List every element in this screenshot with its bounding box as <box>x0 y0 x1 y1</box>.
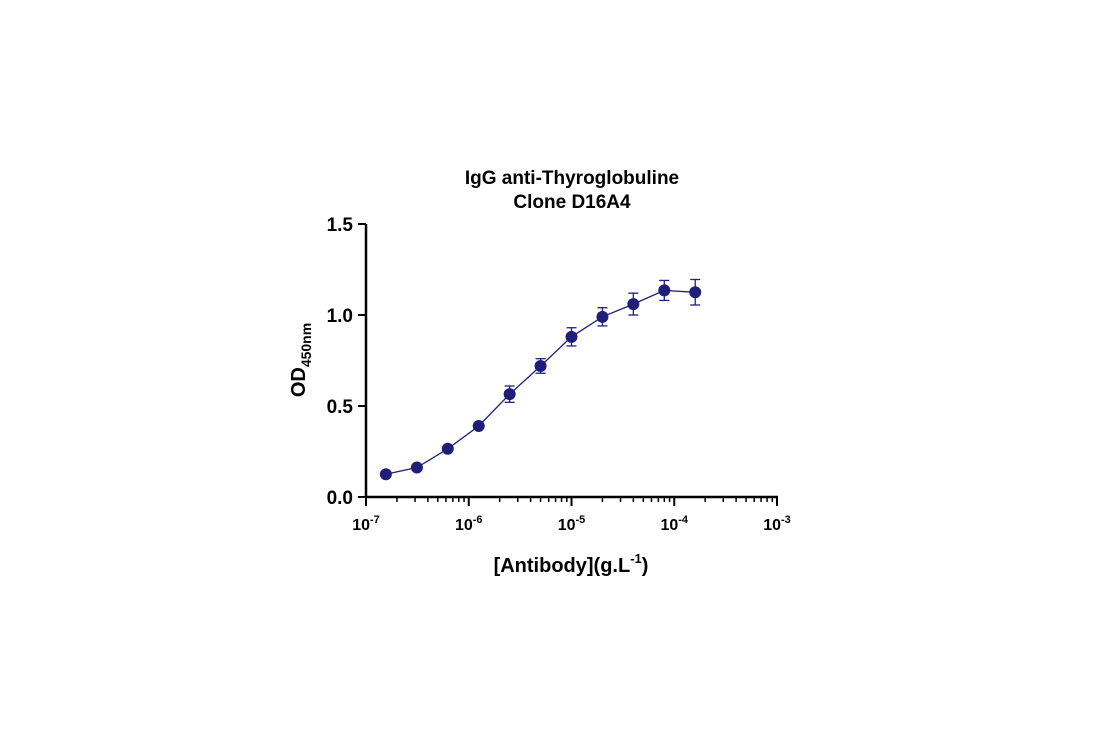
chart-title-line-2: Clone D16A4 <box>513 192 631 213</box>
y-axis-label-subscript: 450nm <box>298 323 314 367</box>
data-point <box>534 359 547 372</box>
data-point <box>503 388 516 401</box>
x-tick-label: 10-3 <box>763 514 791 534</box>
x-ticks: 10-7 10-6 10-5 10-4 10-3 <box>352 497 791 534</box>
y-tick-label: 1.5 <box>327 215 354 236</box>
y-axis-label-main: OD <box>288 367 310 397</box>
x-tick-label: 10-6 <box>455 514 483 534</box>
series-line <box>385 289 696 475</box>
chart-title-line-1: IgG anti-Thyroglobuline <box>464 168 680 189</box>
data-point <box>689 286 702 299</box>
data-point <box>472 420 485 433</box>
y-tick-label: 0.0 <box>327 488 353 509</box>
data-point <box>565 330 578 343</box>
data-point <box>441 442 454 455</box>
x-axis-label-superscript: -1 <box>630 551 642 566</box>
y-axis-label: OD450nm <box>288 323 314 397</box>
x-tick-label: 10-7 <box>352 514 380 534</box>
x-axis-label-suffix: ) <box>642 555 649 577</box>
data-point <box>658 284 671 297</box>
y-ticks: 0.0 0.5 1.0 1.5 <box>327 215 366 509</box>
data-point <box>627 298 640 311</box>
y-tick-label: 0.5 <box>327 397 354 418</box>
axes <box>364 224 778 499</box>
data-point <box>379 468 392 481</box>
x-tick-label: 10-5 <box>558 514 586 534</box>
x-tick-label: 10-4 <box>660 514 688 534</box>
y-tick-label: 1.0 <box>327 306 353 327</box>
x-axis-label: [Antibody](g.L-1) <box>494 551 649 577</box>
x-axis-label-main: [Antibody](g.L <box>494 555 631 577</box>
plot-area <box>379 278 702 481</box>
data-point <box>410 461 423 474</box>
data-point <box>596 310 609 323</box>
